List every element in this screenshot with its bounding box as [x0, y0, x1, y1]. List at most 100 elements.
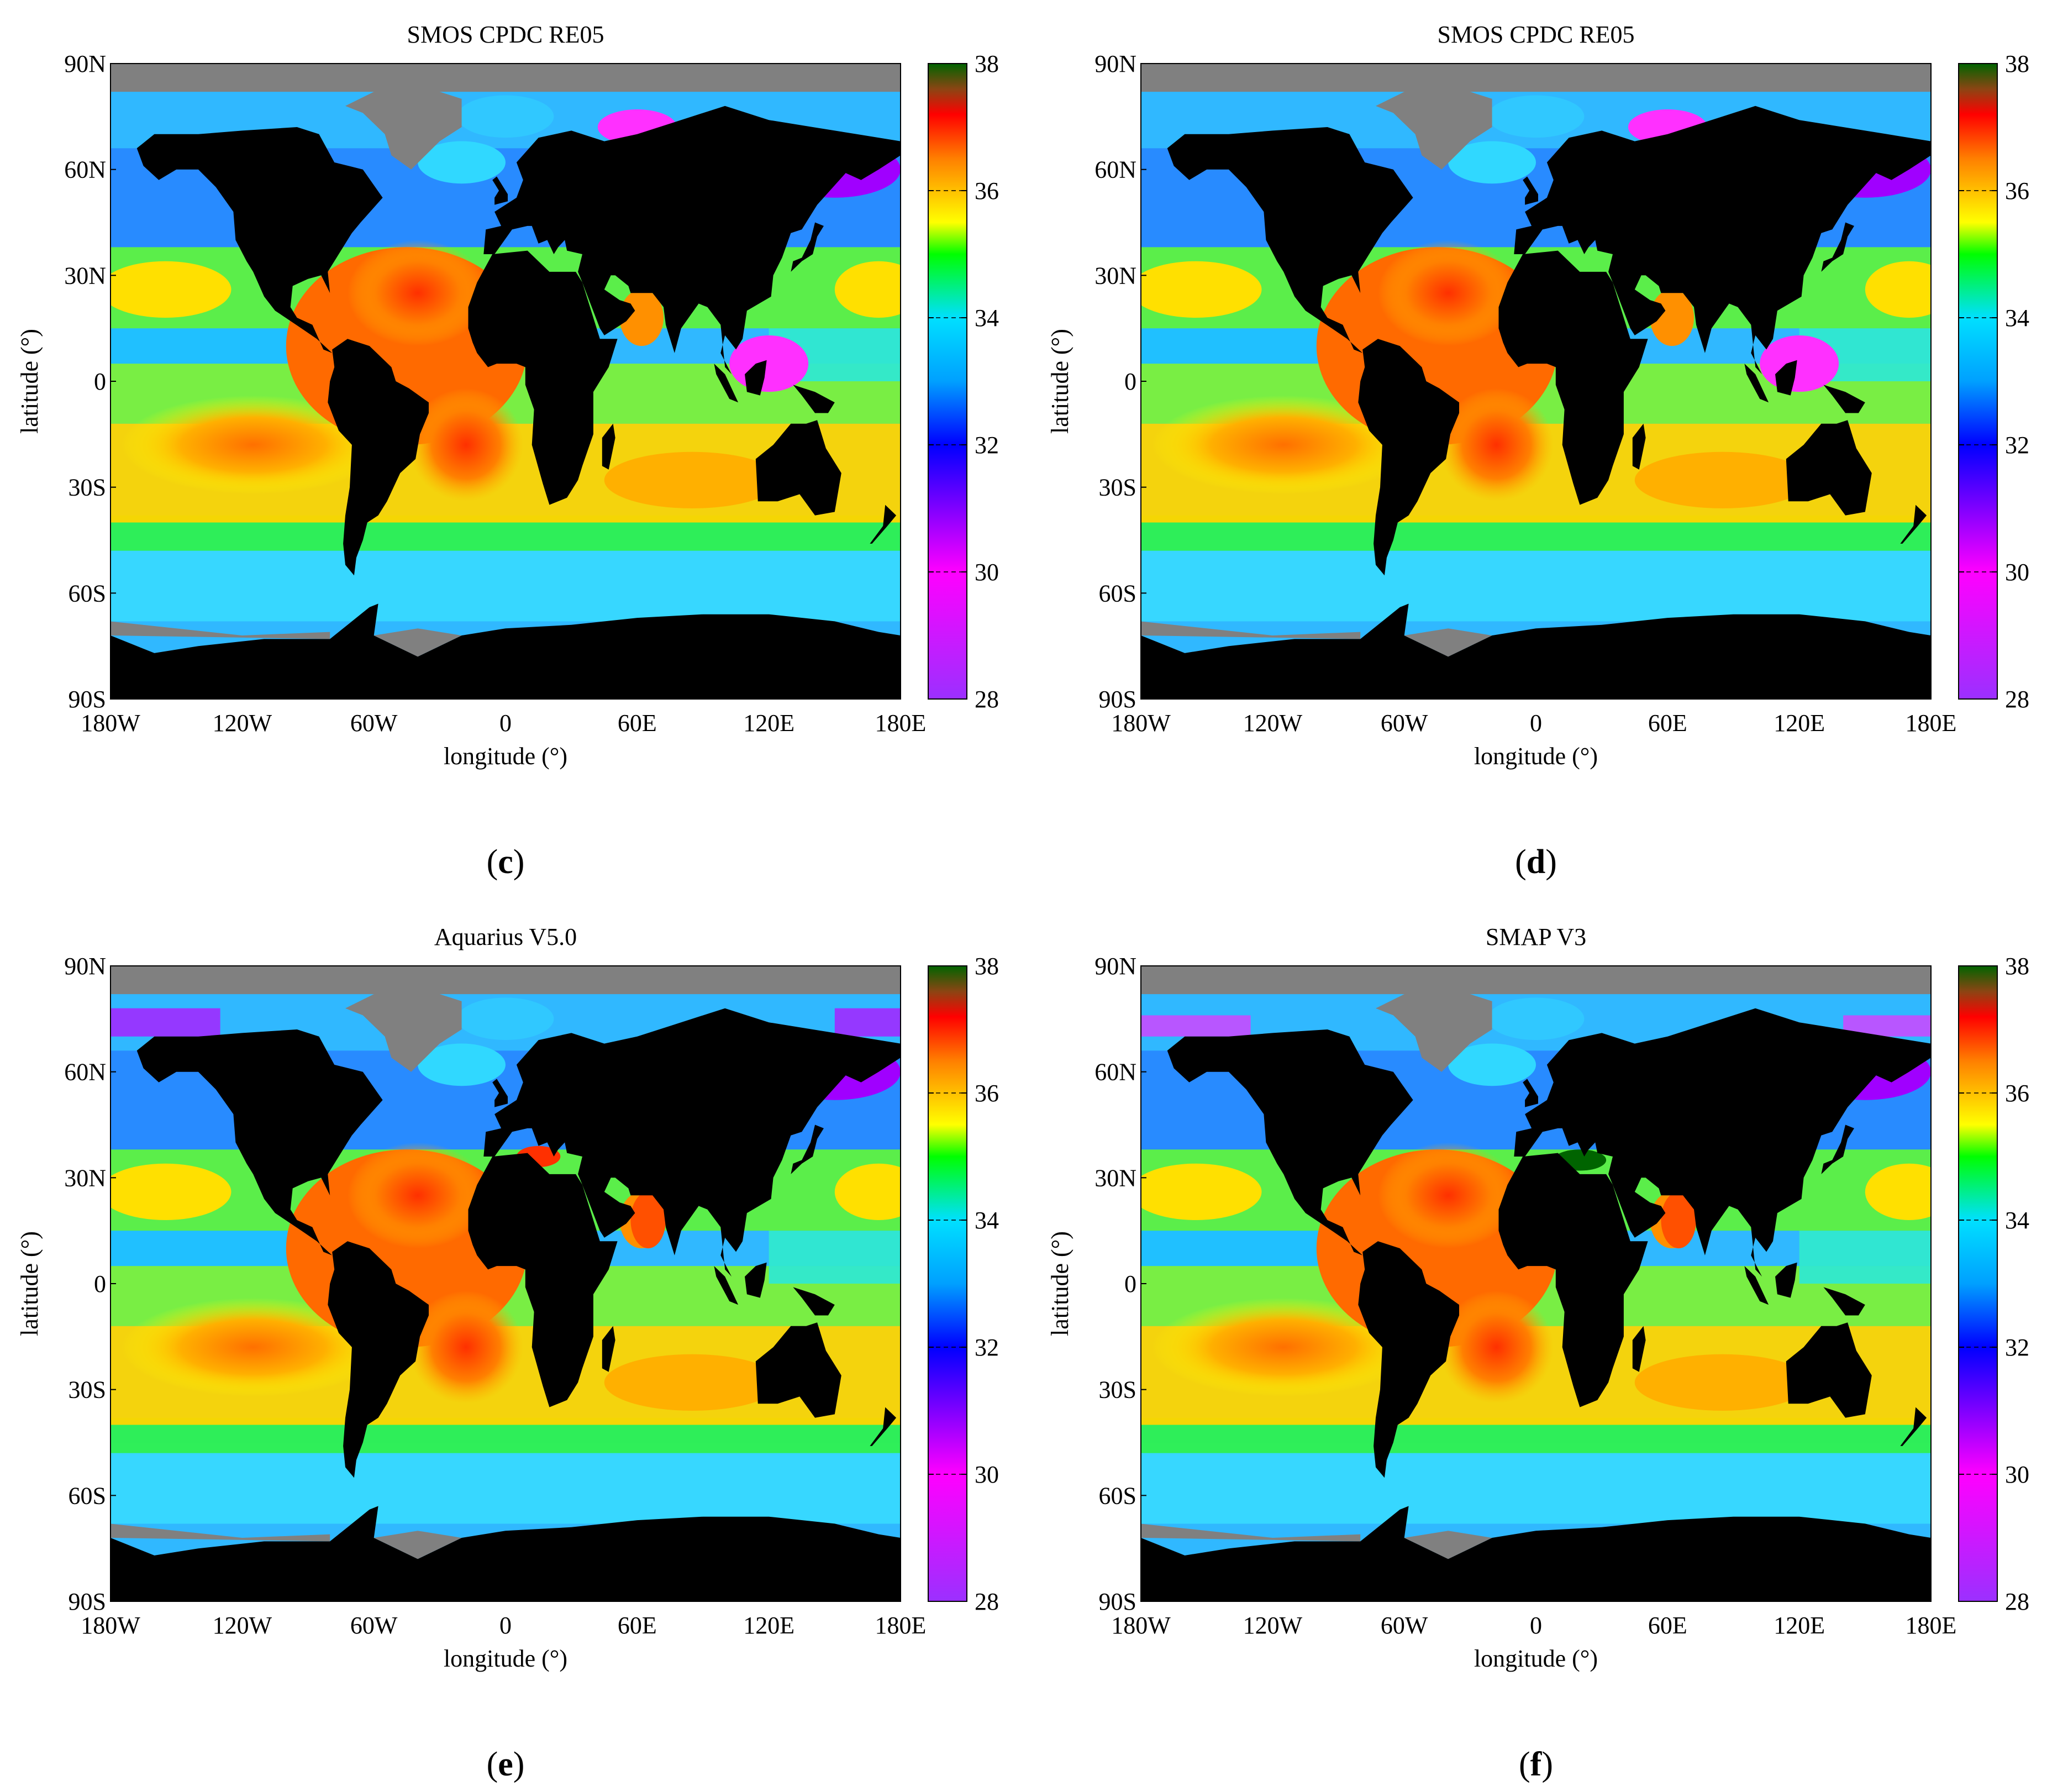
y-axis-label: latitude (°): [16, 329, 43, 434]
panel-e: Aquarius V5.0 180W 120W 60W 0 60E 120E 180E 90N 6…: [16, 923, 999, 1783]
x-tick-label: 0: [1530, 710, 1542, 737]
salinity-patch: [418, 141, 506, 184]
colorbar-tick-label: 28: [975, 1588, 999, 1615]
land-antarctica-interior: [1141, 1559, 1931, 1601]
x-tick-label: 180W: [81, 1612, 140, 1639]
salinity-patch: [1378, 1142, 1519, 1249]
ice-shelf: [1404, 1531, 1492, 1559]
land-newZealand: [870, 505, 897, 544]
salinity-patch: [630, 1191, 666, 1249]
x-tick-label: 60W: [350, 710, 398, 737]
panel-label-close: ): [513, 1746, 525, 1783]
ice-shelf: [373, 628, 462, 657]
salinity-patch: [1448, 141, 1536, 184]
y-tick-label: 30N: [1094, 1164, 1136, 1191]
x-tick-label: 180E: [875, 710, 927, 737]
y-axis-label: latitude (°): [16, 1231, 43, 1336]
y-tick-label: 30N: [64, 262, 106, 289]
y-tick-label: 30N: [1094, 262, 1136, 289]
y-tick-label: 30N: [64, 1164, 106, 1191]
colorbar-tick-label: 38: [975, 50, 999, 77]
salinity-patch: [110, 1442, 901, 1524]
land-uk: [492, 176, 508, 205]
land-borneo: [1775, 1262, 1797, 1298]
x-tick-label: 60E: [1648, 1612, 1687, 1639]
x-tick-label: 120E: [743, 710, 794, 737]
salinity-patch: [1487, 997, 1585, 1040]
salinity-patch: [1378, 240, 1519, 346]
salinity-patch: [110, 1008, 220, 1037]
salinity-patch: [1151, 395, 1415, 495]
land-uk: [1523, 1079, 1538, 1107]
land-northAmerica: [136, 127, 383, 353]
x-tick-label: 120E: [1774, 1612, 1825, 1639]
colorbar-tick-label: 30: [2005, 559, 2029, 586]
land-australia: [755, 1322, 841, 1418]
ice-shelf: [373, 1531, 462, 1559]
panel-c: SMOS CPDC RE05 180W 120W 60W 0 60E 120E 180E 90N…: [16, 21, 999, 881]
y-tick-label: 60S: [1099, 1482, 1136, 1509]
y-tick-label: 60S: [1099, 580, 1136, 607]
land-madagascar: [602, 423, 615, 470]
land-borneo: [745, 1262, 767, 1298]
colorbar-tick-label: 28: [975, 686, 999, 713]
salinity-patch: [769, 1231, 901, 1284]
y-tick-label: 90N: [1094, 50, 1136, 77]
panel-label: (d): [1515, 843, 1557, 881]
land-japan: [791, 1124, 824, 1174]
x-tick-label: 60E: [618, 710, 657, 737]
x-tick-label: 180W: [81, 710, 140, 737]
panel-title: SMAP V3: [1486, 923, 1586, 950]
land-japan: [1821, 222, 1854, 272]
salinity-patch: [457, 997, 554, 1040]
colorbar: [1958, 63, 1998, 700]
land-newGuinea: [793, 1287, 835, 1316]
salinity-patch: [1151, 1297, 1415, 1397]
land-sumatra: [1744, 364, 1769, 403]
land-antarctica-interior: [1141, 656, 1931, 699]
x-tick-label: 180E: [1906, 710, 1957, 737]
land-australia: [755, 420, 841, 516]
x-axis-label: longitude (°): [1474, 1645, 1598, 1672]
x-tick-label: 180E: [875, 1612, 927, 1639]
salinity-patch: [1439, 1290, 1554, 1404]
y-tick-label: 60S: [69, 1482, 106, 1509]
x-tick-label: 60W: [1381, 710, 1428, 737]
x-tick-label: 120E: [1774, 710, 1825, 737]
y-tick-label: 60S: [69, 580, 106, 607]
ice-shelf: [1404, 628, 1492, 657]
panel-label: (e): [487, 1746, 525, 1783]
land-australia: [1786, 1322, 1872, 1418]
ice-shelf: [110, 1523, 330, 1542]
salinity-patch: [729, 335, 809, 392]
salinity-patch: [604, 451, 780, 509]
panel-title: SMOS CPDC RE05: [407, 21, 604, 48]
x-tick-label: 180E: [1906, 1612, 1957, 1639]
salinity-patch: [457, 95, 554, 138]
y-tick-label: 30S: [1099, 1376, 1136, 1404]
salinity-patch: [348, 1142, 488, 1249]
panel-label: (f): [1519, 1746, 1553, 1783]
salinity-patch: [1760, 335, 1839, 392]
land-southAmerica: [1358, 339, 1459, 576]
land-africa: [468, 250, 618, 505]
y-tick-label: 90S: [69, 1588, 106, 1615]
land-greenland: [1376, 88, 1492, 170]
x-tick-label: 180W: [1111, 1612, 1171, 1639]
panel-title: Aquarius V5.0: [434, 923, 577, 950]
salinity-patch: [1141, 261, 1262, 318]
x-tick-label: 60E: [1648, 710, 1687, 737]
y-tick-label: 90N: [1094, 953, 1136, 980]
y-axis-label: latitude (°): [1046, 329, 1074, 434]
salinity-patch: [1661, 1191, 1696, 1249]
y-tick-label: 0: [1124, 368, 1136, 395]
salinity-patch: [110, 540, 901, 622]
land-eurasia: [1514, 1008, 1931, 1277]
land-greenland: [345, 88, 462, 170]
x-tick-label: 120W: [213, 1612, 272, 1639]
land-antarctica-interior: [110, 1559, 901, 1601]
panel-label-close: ): [1541, 1746, 1553, 1783]
panel-f: SMAP V3 180W 120W 60W 0 60E 120E 180E 90N 60N 30N 0…: [1046, 923, 2029, 1783]
salinity-patch: [1487, 95, 1585, 138]
land-madagascar: [1632, 1326, 1646, 1372]
